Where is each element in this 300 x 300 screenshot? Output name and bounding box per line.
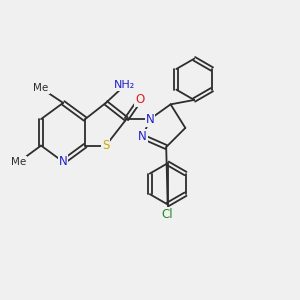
Text: S: S (102, 139, 110, 152)
Text: O: O (135, 93, 144, 106)
Text: N: N (146, 112, 154, 126)
Text: Cl: Cl (162, 208, 173, 221)
Text: N: N (59, 155, 68, 168)
Text: NH₂: NH₂ (114, 80, 136, 90)
Text: N: N (138, 130, 147, 143)
Text: Me: Me (11, 157, 27, 167)
Text: Me: Me (33, 83, 49, 93)
